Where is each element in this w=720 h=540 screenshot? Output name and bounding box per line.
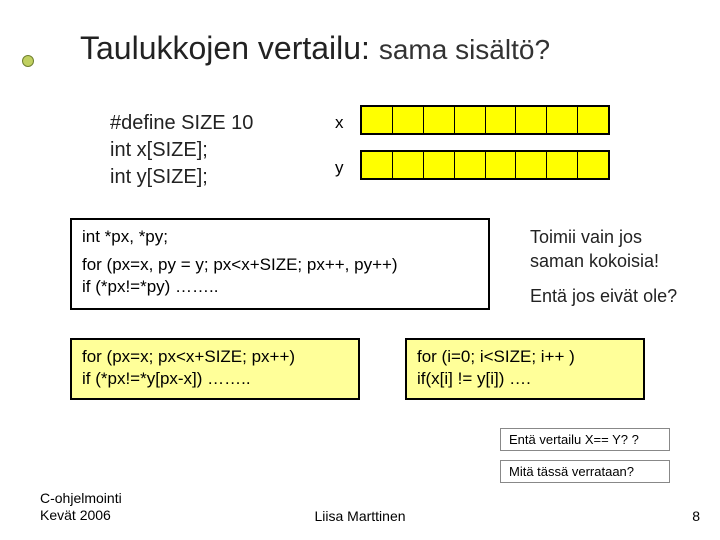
array-cell xyxy=(516,152,547,178)
page-number: 8 xyxy=(692,508,700,524)
box3-line2: if(x[i] != y[i]) …. xyxy=(417,368,633,390)
box1-line3: if (*px!=*py) …….. xyxy=(82,276,478,298)
array-cell xyxy=(424,107,455,133)
slide-title: Taulukkojen vertailu: sama sisältö? xyxy=(80,30,550,67)
array-y-box xyxy=(360,150,610,180)
bottom-note-1: Entä vertailu X== Y? ? xyxy=(500,428,670,451)
title-sub: sama sisältö? xyxy=(379,34,550,65)
array-x-label: x xyxy=(335,113,344,133)
array-cell xyxy=(547,107,578,133)
bottom-note-2: Mitä tässä verrataan? xyxy=(500,460,670,483)
array-cell xyxy=(393,152,424,178)
array-cell xyxy=(362,107,393,133)
array-cell xyxy=(578,107,608,133)
side-note: Toimii vain jos saman kokoisia! Entä jos… xyxy=(530,225,677,308)
decl-line-2: int x[SIZE]; xyxy=(110,137,253,164)
decl-line-3: int y[SIZE]; xyxy=(110,164,253,191)
title-bullet xyxy=(22,55,34,67)
decl-line-1: #define SIZE 10 xyxy=(110,110,253,137)
title-main: Taulukkojen vertailu: xyxy=(80,30,370,66)
box1-line2: for (px=x, py = y; px<x+SIZE; px++, py++… xyxy=(82,254,478,276)
array-cell xyxy=(578,152,608,178)
array-x-box xyxy=(360,105,610,135)
bnote1-text: Entä vertailu X== Y? ? xyxy=(509,432,639,447)
array-cell xyxy=(455,107,486,133)
footer-course: C-ohjelmointi xyxy=(40,490,122,507)
box2-line2: if (*px!=*y[px-x]) …….. xyxy=(82,368,348,390)
code-box-1: int *px, *py; for (px=x, py = y; px<x+SI… xyxy=(70,218,490,310)
bnote2-text: Mitä tässä verrataan? xyxy=(509,464,634,479)
note-l3: Entä jos eivät ole? xyxy=(530,284,677,308)
array-cell xyxy=(547,152,578,178)
footer-author: Liisa Marttinen xyxy=(0,508,720,524)
box2-line1: for (px=x; px<x+SIZE; px++) xyxy=(82,346,348,368)
array-cell xyxy=(393,107,424,133)
array-cell xyxy=(486,152,517,178)
array-y-label: y xyxy=(335,158,344,178)
code-box-3: for (i=0; i<SIZE; i++ ) if(x[i] != y[i])… xyxy=(405,338,645,400)
box3-line1: for (i=0; i<SIZE; i++ ) xyxy=(417,346,633,368)
code-box-2: for (px=x; px<x+SIZE; px++) if (*px!=*y[… xyxy=(70,338,360,400)
array-cell xyxy=(486,107,517,133)
array-cell xyxy=(362,152,393,178)
note-l2: saman kokoisia! xyxy=(530,249,677,273)
array-cell xyxy=(424,152,455,178)
array-cell xyxy=(516,107,547,133)
array-cell xyxy=(455,152,486,178)
box1-line1: int *px, *py; xyxy=(82,226,478,248)
note-l1: Toimii vain jos xyxy=(530,225,677,249)
code-declarations: #define SIZE 10 int x[SIZE]; int y[SIZE]… xyxy=(110,110,253,191)
